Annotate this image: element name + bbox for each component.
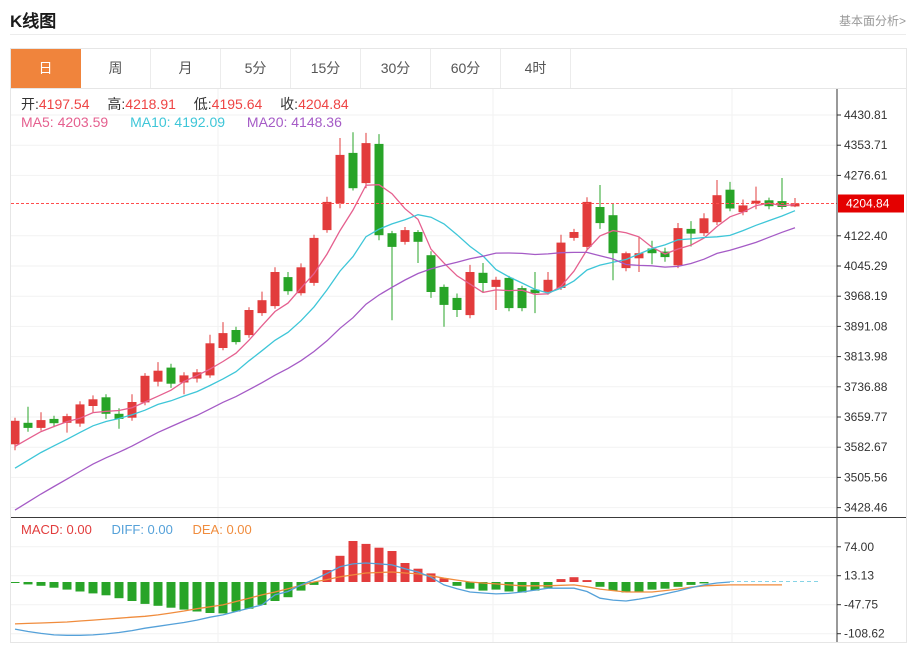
svg-text:3968.19: 3968.19 [844, 289, 888, 303]
ma10-line [14, 210, 796, 469]
page-title: K线图 [10, 12, 57, 31]
tab-day[interactable]: 日 [11, 49, 81, 88]
macd-panel: 74.00 13.13 -47.75 -108.62 MACD: 0.00 DIFF:… [11, 518, 906, 642]
tab-week[interactable]: 周 [81, 49, 151, 88]
macd-grid [11, 518, 837, 642]
svg-text:3428.46: 3428.46 [844, 501, 888, 515]
tab-bar-filler [571, 49, 906, 88]
dea-line [14, 571, 782, 625]
tab-15min[interactable]: 15分 [291, 49, 361, 88]
svg-text:-108.62: -108.62 [844, 627, 885, 641]
svg-text:3582.67: 3582.67 [844, 440, 888, 454]
svg-text:74.00: 74.00 [844, 540, 874, 554]
tab-30min[interactable]: 30分 [361, 49, 431, 88]
chart-container: 日 周 月 5分 15分 30分 60分 4时 4430.81 4353.71 42… [10, 48, 907, 643]
main-chart-area: 4430.81 4353.71 4276.61 4122.40 4045.29 3968.… [11, 89, 906, 517]
current-price-badge [838, 194, 904, 213]
svg-text:4204.84: 4204.84 [846, 197, 890, 211]
svg-text:-47.75: -47.75 [844, 598, 878, 612]
svg-text:4122.40: 4122.40 [844, 229, 888, 243]
svg-text:3505.56: 3505.56 [844, 470, 888, 484]
diff-line [14, 562, 731, 636]
tab-month[interactable]: 月 [151, 49, 221, 88]
tab-4hour[interactable]: 4时 [501, 49, 571, 88]
ma5-line [14, 184, 796, 447]
svg-text:3891.08: 3891.08 [844, 319, 888, 333]
macd-axis-labels: 74.00 13.13 -47.75 -108.62 [837, 540, 885, 641]
candlestick-chart[interactable]: 4430.81 4353.71 4276.61 4122.40 4045.29 3968.… [11, 89, 904, 517]
y-axis-labels: 4430.81 4353.71 4276.61 4122.40 4045.29 3968.… [837, 108, 888, 515]
svg-text:13.13: 13.13 [844, 569, 874, 583]
title-divider [10, 34, 906, 35]
macd-chart[interactable]: 74.00 13.13 -47.75 -108.62 [11, 518, 904, 642]
tab-5min[interactable]: 5分 [221, 49, 291, 88]
tab-60min[interactable]: 60分 [431, 49, 501, 88]
svg-text:4045.29: 4045.29 [844, 259, 888, 273]
svg-text:3736.88: 3736.88 [844, 380, 888, 394]
svg-text:3659.77: 3659.77 [844, 410, 888, 424]
svg-text:3813.98: 3813.98 [844, 350, 888, 364]
svg-text:4430.81: 4430.81 [844, 108, 888, 122]
ma20-line [14, 227, 796, 511]
svg-text:4276.61: 4276.61 [844, 168, 888, 182]
period-tab-bar: 日 周 月 5分 15分 30分 60分 4时 [11, 49, 906, 89]
panel-separator [11, 517, 906, 518]
macd-histogram [11, 541, 709, 614]
svg-text:4353.71: 4353.71 [844, 138, 888, 152]
candles [11, 132, 800, 451]
main-grid [11, 89, 837, 517]
fundamental-analysis-link[interactable]: 基本面分析> [838, 14, 906, 28]
